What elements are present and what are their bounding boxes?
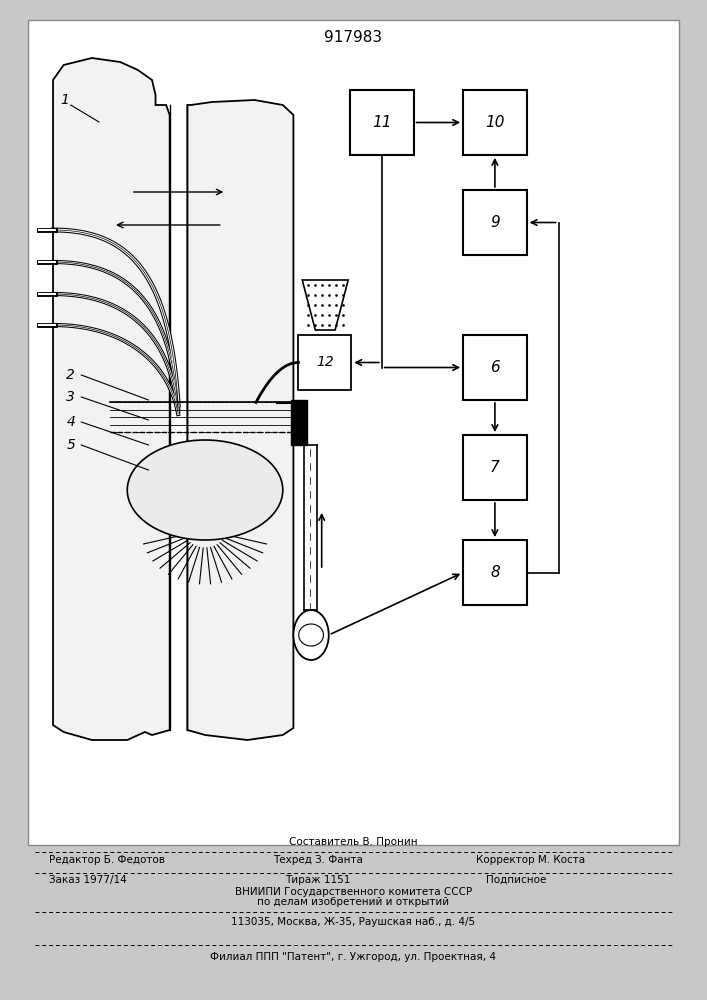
Text: 12: 12 — [316, 356, 334, 369]
Polygon shape — [187, 100, 293, 740]
Circle shape — [293, 610, 329, 660]
FancyBboxPatch shape — [28, 20, 679, 845]
Text: по делам изобретений и открытий: по делам изобретений и открытий — [257, 897, 450, 907]
Polygon shape — [53, 58, 170, 740]
Text: 7: 7 — [490, 460, 500, 475]
Text: Корректор М. Коста: Корректор М. Коста — [476, 855, 585, 865]
Polygon shape — [303, 280, 349, 330]
Text: 4: 4 — [66, 415, 75, 429]
FancyBboxPatch shape — [463, 540, 527, 605]
Text: Тираж 1151: Тираж 1151 — [286, 875, 351, 885]
Text: 11: 11 — [372, 115, 392, 130]
FancyBboxPatch shape — [463, 335, 527, 400]
FancyBboxPatch shape — [463, 90, 527, 155]
Text: Составитель В. Пронин: Составитель В. Пронин — [289, 837, 418, 847]
Text: Подписное: Подписное — [486, 875, 547, 885]
Text: Редактор Б. Федотов: Редактор Б. Федотов — [49, 855, 165, 865]
Ellipse shape — [127, 440, 283, 540]
Text: 5: 5 — [66, 438, 75, 452]
Text: 917983: 917983 — [325, 30, 382, 45]
FancyBboxPatch shape — [298, 335, 351, 390]
Text: 9: 9 — [490, 215, 500, 230]
Text: 10: 10 — [485, 115, 505, 130]
Text: 1: 1 — [61, 93, 69, 107]
Text: ВНИИПИ Государственного комитета СССР: ВНИИПИ Государственного комитета СССР — [235, 887, 472, 897]
Text: 6: 6 — [490, 360, 500, 375]
FancyBboxPatch shape — [291, 400, 307, 445]
Text: 2: 2 — [66, 368, 75, 382]
Text: Техред З. Фанта: Техред З. Фанта — [273, 855, 363, 865]
Text: 113035, Москва, Ж-35, Раушская наб., д. 4/5: 113035, Москва, Ж-35, Раушская наб., д. … — [231, 917, 476, 927]
FancyBboxPatch shape — [463, 190, 527, 255]
Text: Заказ 1977/14: Заказ 1977/14 — [49, 875, 127, 885]
Text: 8: 8 — [490, 565, 500, 580]
FancyBboxPatch shape — [463, 435, 527, 500]
Text: Филиал ППП "Патент", г. Ужгород, ул. Проектная, 4: Филиал ППП "Патент", г. Ужгород, ул. Про… — [211, 952, 496, 962]
Ellipse shape — [298, 624, 324, 646]
FancyBboxPatch shape — [350, 90, 414, 155]
Text: 3: 3 — [66, 390, 75, 404]
